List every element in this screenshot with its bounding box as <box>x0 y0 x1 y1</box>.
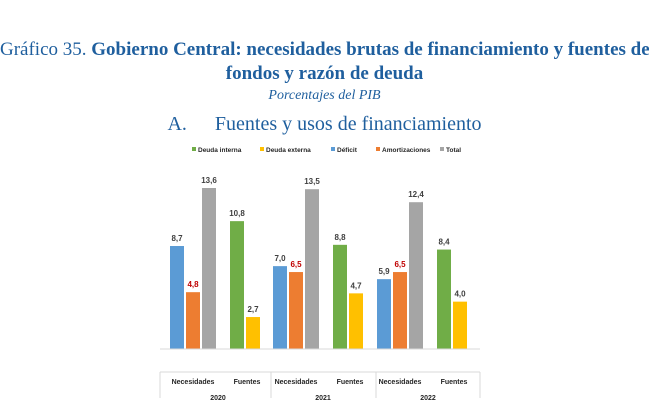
panel-title-text: Fuentes y usos de financiamiento <box>214 113 482 135</box>
data-label-amortizaciones-2021: 6,5 <box>290 260 302 269</box>
x-tick-label-fuentes-2020: Fuentes <box>234 379 261 386</box>
x-tick-label-fuentes-2021: Fuentes <box>337 379 364 386</box>
bar-deuda-externa-2020 <box>246 317 260 349</box>
legend-swatch-deuda-externa <box>260 147 264 151</box>
bar-deuda-interna-2020 <box>230 221 244 349</box>
bar-deficit-2020 <box>170 246 184 349</box>
legend-label-deuda-externa: Deuda externa <box>266 147 311 154</box>
bar-amortizaciones-2022 <box>393 272 407 349</box>
legend-swatch-deuda-interna <box>192 147 196 151</box>
x-tick-label-fuentes-2022: Fuentes <box>441 379 468 386</box>
panel-title: A. Fuentes y usos de financiamiento <box>0 113 649 136</box>
bar-amortizaciones-2020 <box>186 292 200 349</box>
data-label-deuda-externa-2022: 4,0 <box>454 290 466 299</box>
data-label-deuda-interna-2020: 10,8 <box>229 209 245 218</box>
data-label-deuda-interna-2022: 8,4 <box>438 238 450 247</box>
figure-subtitle: Porcentajes del PIB <box>268 88 381 103</box>
data-label-amortizaciones-2022: 6,5 <box>394 260 406 269</box>
data-label-amortizaciones-2020: 4,8 <box>187 280 199 289</box>
data-label-deficit-2022: 5,9 <box>378 267 390 276</box>
data-label-total-2021: 13,5 <box>304 177 320 186</box>
x-tick-label-necesidades-2021: Necesidades <box>275 379 318 386</box>
bar-deficit-2021 <box>273 266 287 349</box>
legend-swatch-amortizaciones <box>376 147 380 151</box>
bar-total-2021 <box>305 189 319 349</box>
bar-deficit-2022 <box>377 279 391 349</box>
x-year-label-2020: 2020 <box>210 395 226 402</box>
bar-deuda-interna-2022 <box>437 249 451 349</box>
data-label-deuda-externa-2020: 2,7 <box>247 305 259 314</box>
figure-title-text-1: Gobierno Central: necesidades brutas de … <box>91 39 649 60</box>
x-tick-label-necesidades-2020: Necesidades <box>172 379 215 386</box>
bar-deuda-interna-2021 <box>333 244 347 349</box>
bar-total-2022 <box>409 202 423 349</box>
panel-letter: A. <box>167 113 187 135</box>
data-label-deuda-interna-2021: 8,8 <box>334 233 346 242</box>
figure-number: Gráfico 35. <box>0 39 87 60</box>
legend-label-amortizaciones: Amortizaciones <box>382 147 431 154</box>
figure-title-line-1: Gráfico 35. Gobierno Central: necesidade… <box>0 38 649 62</box>
legend-label-deficit: Déficit <box>337 147 358 154</box>
figure-title-line-2: fondos y razón de deuda <box>225 63 424 84</box>
bar-deuda-externa-2022 <box>453 301 467 349</box>
data-label-deficit-2020: 8,7 <box>171 234 183 243</box>
bar-deuda-externa-2021 <box>349 293 363 349</box>
legend-swatch-total <box>440 147 444 151</box>
data-label-total-2020: 13,6 <box>201 176 217 185</box>
data-label-deficit-2021: 7,0 <box>274 254 286 263</box>
bar-total-2020 <box>202 188 216 349</box>
figure-title: Gráfico 35. Gobierno Central: necesidade… <box>0 38 649 86</box>
x-year-label-2022: 2022 <box>420 395 436 402</box>
x-year-label-2021: 2021 <box>315 395 331 402</box>
bar-amortizaciones-2021 <box>289 272 303 349</box>
legend-label-deuda-interna: Deuda interna <box>198 147 242 154</box>
legend-swatch-deficit <box>331 147 335 151</box>
x-tick-label-necesidades-2022: Necesidades <box>379 379 422 386</box>
data-label-deuda-externa-2021: 4,7 <box>350 281 362 290</box>
data-label-total-2022: 12,4 <box>408 190 424 199</box>
legend-label-total: Total <box>446 147 461 154</box>
